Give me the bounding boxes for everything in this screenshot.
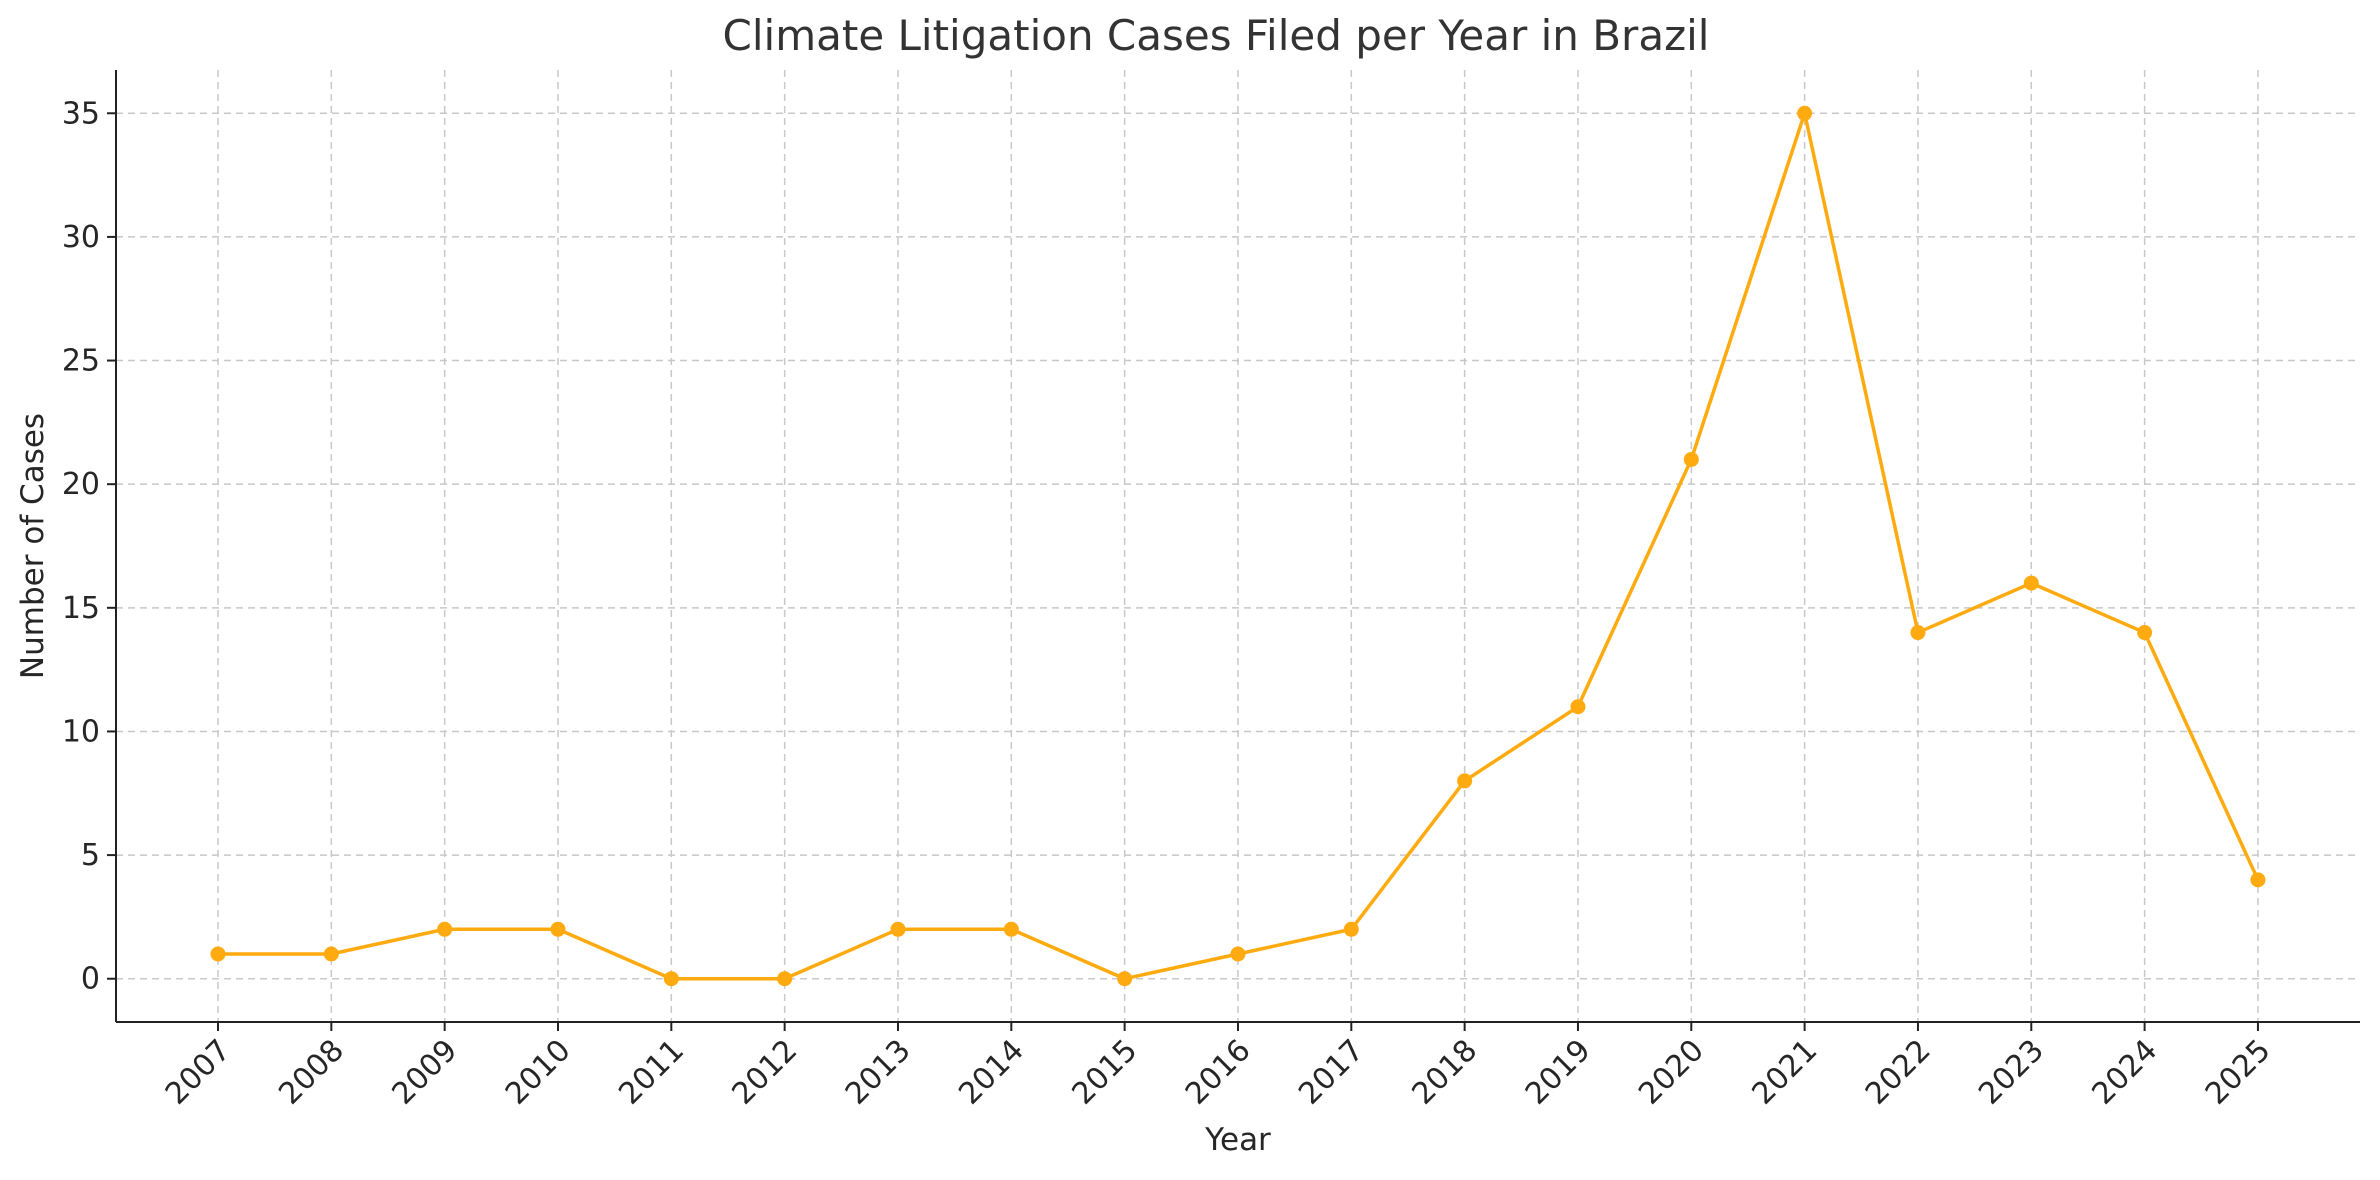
data-point [1457, 773, 1473, 789]
x-tick-label: 2024 [2086, 1033, 2165, 1112]
y-axis-label: Number of Cases [15, 413, 51, 679]
x-tick-label: 2012 [726, 1033, 805, 1112]
series [210, 105, 2266, 987]
tick-labels: 2007 2008 2009 2010 2011 2012 2013 2014 2015 2016… [62, 96, 2278, 1111]
x-tick-label: 2017 [1292, 1033, 1371, 1112]
chart-title: Climate Litigation Cases Filed per Year … [723, 11, 1710, 60]
data-point [210, 946, 226, 962]
data-point [1003, 921, 1019, 937]
y-tick-label: 30 [62, 220, 100, 255]
data-point [1797, 105, 1813, 121]
x-tick-label: 2013 [839, 1033, 918, 1112]
x-tick-label: 2015 [1066, 1033, 1145, 1112]
grid-lines [116, 70, 2360, 1022]
axes [107, 70, 2360, 1031]
data-point [1910, 625, 1926, 641]
y-tick-label: 0 [81, 962, 100, 997]
y-tick-label: 15 [62, 591, 100, 626]
data-point [1117, 971, 1133, 987]
data-point [890, 921, 906, 937]
x-tick-label: 2021 [1746, 1033, 1825, 1112]
x-tick-label: 2010 [499, 1033, 578, 1112]
x-tick-label: 2011 [612, 1033, 691, 1112]
x-tick-label: 2016 [1179, 1033, 1258, 1112]
data-point [323, 946, 339, 962]
data-point [777, 971, 793, 987]
data-point [1343, 921, 1359, 937]
data-point [437, 921, 453, 937]
x-axis-label: Year [1204, 1122, 1271, 1158]
x-tick-label: 2020 [1632, 1033, 1711, 1112]
x-tick-label: 2022 [1859, 1033, 1938, 1112]
y-tick-label: 20 [62, 467, 100, 502]
y-tick-label: 5 [81, 838, 100, 873]
x-tick-label: 2014 [952, 1033, 1031, 1112]
data-point [1570, 699, 1586, 715]
data-point [2137, 625, 2153, 641]
x-tick-label: 2023 [1972, 1033, 2051, 1112]
x-tick-label: 2009 [386, 1033, 465, 1112]
data-point [663, 971, 679, 987]
data-point [1683, 451, 1699, 467]
data-point [2023, 575, 2039, 591]
data-point [550, 921, 566, 937]
y-tick-label: 35 [62, 96, 100, 131]
x-tick-label: 2008 [272, 1033, 351, 1112]
y-tick-label: 10 [62, 714, 100, 749]
x-tick-label: 2025 [2199, 1033, 2278, 1112]
x-tick-label: 2019 [1519, 1033, 1598, 1112]
x-tick-label: 2007 [159, 1033, 238, 1112]
data-point [2250, 872, 2266, 888]
y-tick-label: 25 [62, 344, 100, 379]
data-point [1230, 946, 1246, 962]
series-group [210, 105, 2266, 987]
x-tick-label: 2018 [1406, 1033, 1485, 1112]
